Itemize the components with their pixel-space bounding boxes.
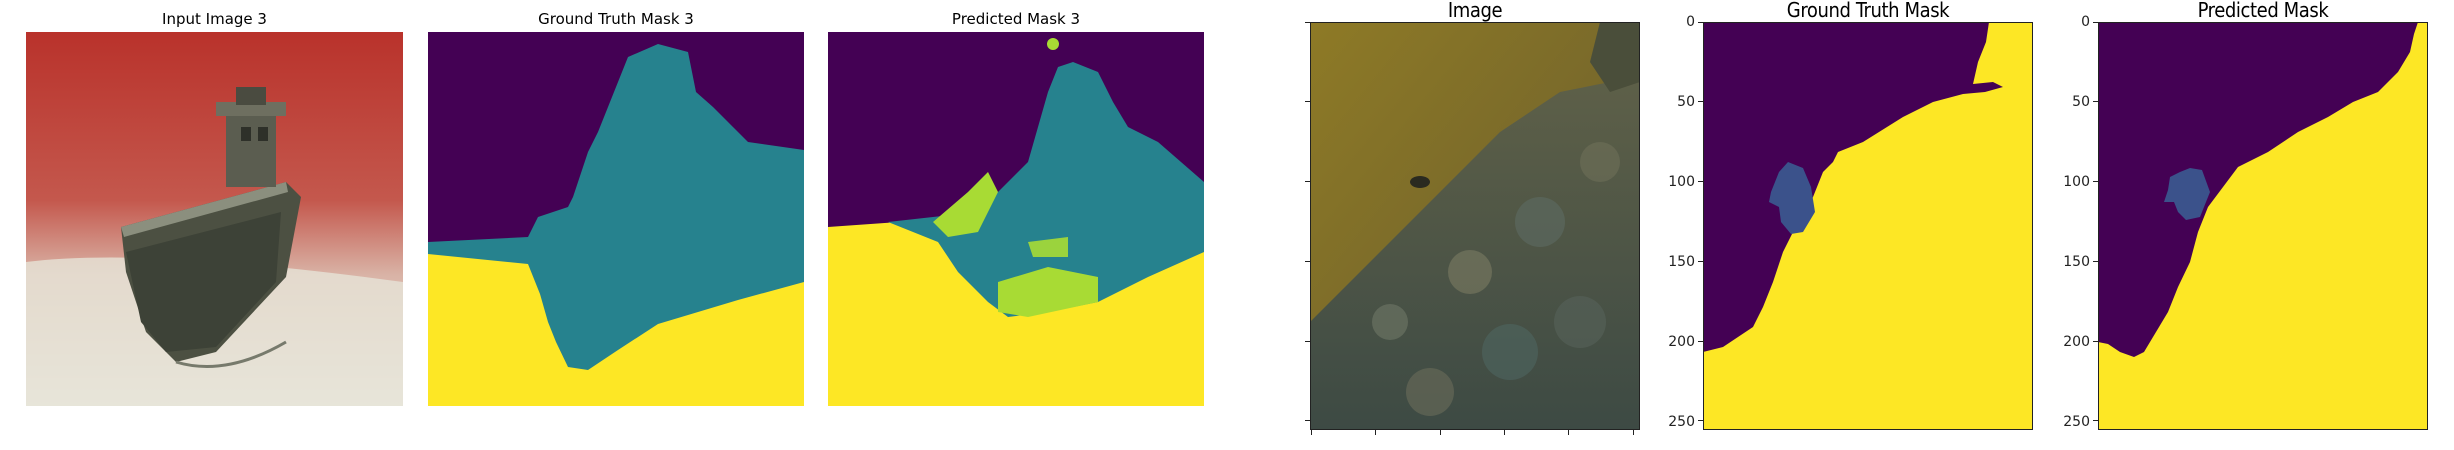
y-tick-label: 100 <box>1668 174 1695 190</box>
panel-title-image: Image <box>1447 0 1503 22</box>
panel-title-gt-mask-3: Ground Truth Mask 3 <box>538 10 694 28</box>
y-tick-label: 50 <box>1677 94 1695 110</box>
x-tick-mark <box>1311 430 1312 435</box>
y-tick-mark <box>2093 181 2098 182</box>
y-tick-mark <box>1305 261 1310 262</box>
y-tick-label: 250 <box>1668 414 1695 430</box>
y-tick-label: 200 <box>1668 334 1695 350</box>
ground-truth-mask-3 <box>428 32 804 406</box>
y-tick-mark <box>1305 341 1310 342</box>
y-tick-mark <box>1305 101 1310 102</box>
predicted-mask <box>2098 22 2428 430</box>
panel-title-input-image: Input Image 3 <box>162 10 267 28</box>
x-tick-mark <box>1375 430 1376 435</box>
x-tick-mark <box>1504 430 1505 435</box>
y-tick-label: 150 <box>2063 254 2090 270</box>
y-tick-mark <box>2093 420 2098 421</box>
y-tick-mark <box>2093 341 2098 342</box>
y-tick-label: 200 <box>2063 334 2090 350</box>
input-image-shipwreck <box>26 32 403 406</box>
y-tick-mark <box>2093 22 2098 23</box>
y-tick-label: 150 <box>1668 254 1695 270</box>
ground-truth-mask <box>1703 22 2033 430</box>
predicted-mask-3 <box>828 32 1204 406</box>
x-tick-mark <box>1440 430 1441 435</box>
y-tick-mark <box>1305 420 1310 421</box>
panel-title-pred-mask: Predicted Mask <box>2197 0 2329 22</box>
panel-title-pred-mask-3: Predicted Mask 3 <box>951 10 1081 28</box>
y-tick-mark <box>1698 181 1703 182</box>
y-tick-label: 250 <box>2063 414 2090 430</box>
y-tick-mark <box>1305 22 1310 23</box>
y-tick-mark <box>1698 341 1703 342</box>
y-tick-mark <box>1698 22 1703 23</box>
y-tick-label: 0 <box>2081 14 2090 30</box>
x-tick-mark <box>1633 430 1634 435</box>
y-tick-label: 100 <box>2063 174 2090 190</box>
y-tick-mark <box>1698 261 1703 262</box>
y-tick-label: 0 <box>1686 14 1695 30</box>
input-image-reef <box>1310 22 1640 430</box>
y-tick-label: 50 <box>2072 94 2090 110</box>
y-tick-mark <box>2093 101 2098 102</box>
y-tick-mark <box>1698 101 1703 102</box>
y-tick-mark <box>1698 420 1703 421</box>
y-tick-mark <box>2093 261 2098 262</box>
x-tick-mark <box>1568 430 1569 435</box>
panel-title-gt-mask: Ground Truth Mask <box>1786 0 1950 22</box>
y-tick-mark <box>1305 181 1310 182</box>
